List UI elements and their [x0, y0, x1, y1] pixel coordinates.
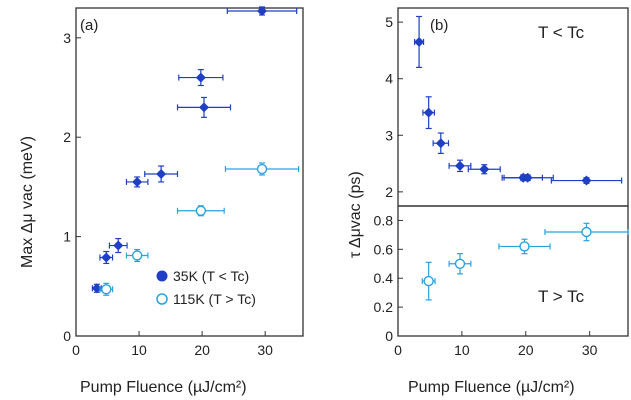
panel-a-y-tick-label: 2 [63, 129, 71, 145]
panel-b: 2 3 4 5 0 10 20 30 0 0.2 0.4 0.6 0.8 (b) T < Tc T > … [347, 7, 629, 396]
panel-b-ticks: 2 3 4 5 0 10 20 30 0 0.2 0.4 0.6 0.8 [374, 14, 598, 358]
legend-marker-35k [156, 270, 168, 282]
panel-a-x-tick-label: 0 [72, 342, 80, 358]
panel-a-data-point [195, 205, 207, 216]
panel-b-top-y-tick-label: 5 [385, 14, 393, 30]
panel-a-data-point [91, 283, 102, 294]
panel-b-top-data-point [414, 36, 425, 47]
panel-a-frame [75, 7, 304, 337]
panel-b-marks [414, 15, 629, 301]
panel-a-x-tick-label: 20 [194, 342, 210, 358]
panel-a-data-point [199, 102, 210, 113]
legend: 35K (T < Tc) 115K (T > Tc) [156, 268, 256, 307]
panel-b-bottom-y-tick-label: 0 [385, 328, 393, 344]
panel-a-marks [91, 5, 300, 296]
panel-b-top-y-tick-label: 3 [385, 127, 393, 143]
panel-b-top-frame [397, 7, 629, 207]
panel-a-y-tick-label: 1 [63, 229, 71, 245]
panel-a-data-point [131, 250, 143, 261]
panel-b-bottom-x-tick-label: 20 [518, 342, 534, 358]
panel-a-data-point [257, 5, 268, 16]
panel-a-data-point [101, 284, 112, 295]
panel-a-data-point [256, 163, 268, 175]
panel-b-bottom-y-tick-label: 0.2 [374, 299, 394, 315]
panel-a-x-tick-label: 30 [257, 342, 273, 358]
panel-b-top-data-point [581, 175, 592, 186]
panel-a: 0 10 20 30 0 1 2 3 (a) Pump Fluence (µJ/cm²) Ma… [19, 5, 304, 396]
legend-marker-115k [156, 293, 168, 305]
panel-a-y-tick-label: 0 [63, 328, 71, 344]
panel-b-bottom-y-tick-label: 0.6 [374, 241, 394, 257]
panel-b-bottom-data-point [581, 226, 592, 238]
panel-b-bottom-x-tick-label: 10 [454, 342, 470, 358]
panel-b-top-condition: T < Tc [538, 23, 585, 42]
panel-b-bottom-data-point [423, 275, 434, 287]
panel-b-top-data-point [423, 107, 434, 118]
panel-b-bottom-y-tick-label: 0.8 [374, 212, 394, 228]
panel-b-bottom-frame [397, 205, 629, 337]
panel-b-bottom-y-tick-label: 0.4 [374, 270, 394, 286]
panel-b-y-axis-title: τ Δμvac (ps) [347, 171, 364, 258]
panel-b-top-data-point [522, 172, 533, 183]
panel-b-x-axis-title: Pump Fluence (µJ/cm²) [408, 379, 575, 396]
panel-b-bottom-data-point [454, 258, 466, 269]
panel-a-data-point [195, 72, 206, 83]
panel-a-data-point [132, 176, 143, 187]
panel-a-data-point [101, 252, 112, 263]
panel-a-y-axis-title: Max Δμ vac (meV) [19, 136, 36, 268]
panel-a-y-tick-label: 3 [63, 30, 71, 46]
panel-a-x-axis-title: Pump Fluence (µJ/cm²) [80, 379, 247, 396]
legend-label-35k: 35K (T < Tc) [173, 268, 249, 284]
panel-b-bottom-x-tick-label: 30 [582, 342, 598, 358]
panel-b-bottom-data-point [519, 241, 530, 252]
panel-b-bottom-x-tick-label: 0 [394, 342, 402, 358]
legend-label-115k: 115K (T > Tc) [173, 291, 256, 307]
panel-a-data-point [113, 240, 124, 251]
panel-b-bottom-condition: T > Tc [538, 287, 585, 306]
panel-b-top-data-point [435, 138, 446, 149]
panel-a-x-tick-label: 10 [131, 342, 147, 358]
panel-b-top-y-tick-label: 4 [385, 71, 393, 87]
panel-b-top-y-tick-label: 2 [385, 184, 393, 200]
panel-b-top-data-point [479, 164, 490, 175]
panel-b-label: (b) [430, 17, 448, 34]
panel-a-data-point [156, 168, 167, 179]
panel-b-top-data-point [454, 160, 465, 171]
panel-a-label: (a) [80, 17, 98, 34]
panel-a-ticks: 0 10 20 30 0 1 2 3 [63, 30, 273, 358]
